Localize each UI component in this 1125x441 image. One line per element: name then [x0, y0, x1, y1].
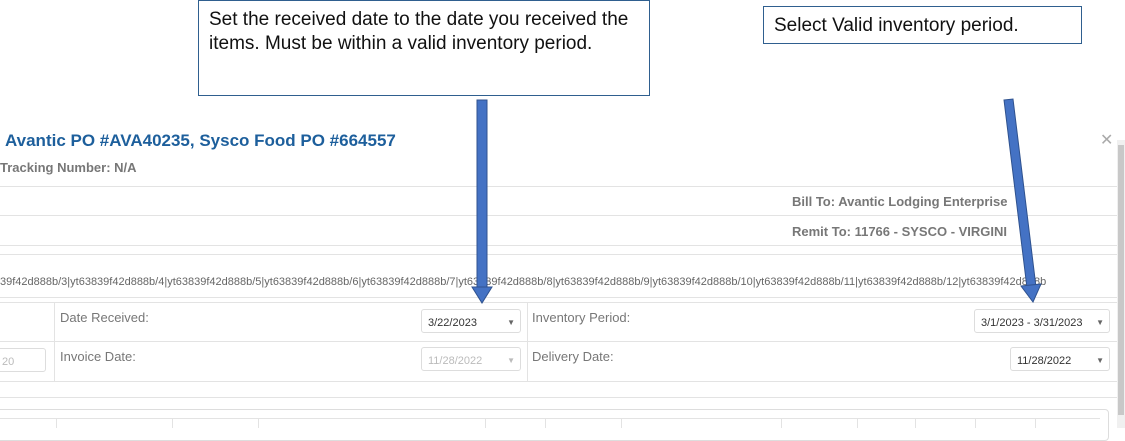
inventory-period-label: Inventory Period: [532, 310, 631, 325]
item-path-text: 39f42d888b/3|yt63839f42d888b/4|yt63839f4… [0, 276, 1047, 288]
invoice-date-select: 11/28/2022 ▼ [421, 347, 521, 371]
divider [0, 297, 1117, 298]
items-table-header [0, 418, 1100, 439]
table-column-border [1035, 418, 1036, 428]
inventory-period-value: 3/1/2023 - 3/31/2023 [981, 317, 1083, 329]
divider [0, 397, 1117, 398]
table-column-border [485, 418, 486, 428]
left-input[interactable]: 20 [0, 348, 46, 372]
caret-down-icon: ▼ [1096, 356, 1104, 365]
close-icon[interactable]: ✕ [1100, 132, 1114, 149]
table-column-border [258, 418, 259, 428]
table-column-border [975, 418, 976, 428]
divider [0, 215, 1117, 216]
caret-down-icon: ▼ [507, 318, 515, 327]
inventory-period-select[interactable]: 3/1/2023 - 3/31/2023 ▼ [974, 309, 1110, 333]
column-border [527, 302, 528, 381]
scrollbar-thumb[interactable] [1118, 145, 1124, 415]
table-column-border [172, 418, 173, 428]
annotation-arrows [471, 98, 1042, 304]
table-column-border [56, 418, 57, 428]
date-received-value: 3/22/2023 [428, 317, 477, 329]
left-input-value: 20 [2, 356, 15, 368]
divider [0, 245, 1117, 246]
modal-title: Avantic PO #AVA40235, Sysco Food PO #664… [5, 131, 396, 150]
delivery-date-value: 11/28/2022 [1017, 355, 1072, 367]
divider [0, 254, 1117, 255]
column-border [54, 302, 55, 381]
form-row-border [0, 302, 1117, 303]
delivery-date-select[interactable]: 11/28/2022 ▼ [1010, 347, 1110, 371]
form-row-border [0, 381, 1117, 382]
bill-to: Bill To: Avantic Lodging Enterprise [792, 194, 1008, 209]
table-column-border [621, 418, 622, 428]
invoice-date-label: Invoice Date: [60, 349, 136, 364]
form-row-border [0, 341, 1117, 342]
date-received-select[interactable]: 3/22/2023 ▼ [421, 309, 521, 333]
callout-date-received: Set the received date to the date you re… [198, 0, 650, 96]
remit-to: Remit To: 11766 - SYSCO - VIRGINI [792, 224, 1008, 239]
table-column-border [545, 418, 546, 428]
callout-inventory-period: Select Valid inventory period. [763, 6, 1082, 44]
invoice-date-value: 11/28/2022 [428, 355, 483, 367]
table-column-border [915, 418, 916, 428]
tracking-number: Tracking Number: N/A [0, 160, 137, 175]
table-column-border [857, 418, 858, 428]
divider [0, 186, 1117, 187]
delivery-date-label: Delivery Date: [532, 349, 614, 364]
arrow-to-inventory-period [1003, 98, 1042, 303]
caret-down-icon: ▼ [507, 356, 515, 365]
date-received-label: Date Received: [60, 310, 149, 325]
table-column-border [781, 418, 782, 428]
arrow-to-date-received [471, 99, 493, 304]
caret-down-icon: ▼ [1096, 318, 1104, 327]
